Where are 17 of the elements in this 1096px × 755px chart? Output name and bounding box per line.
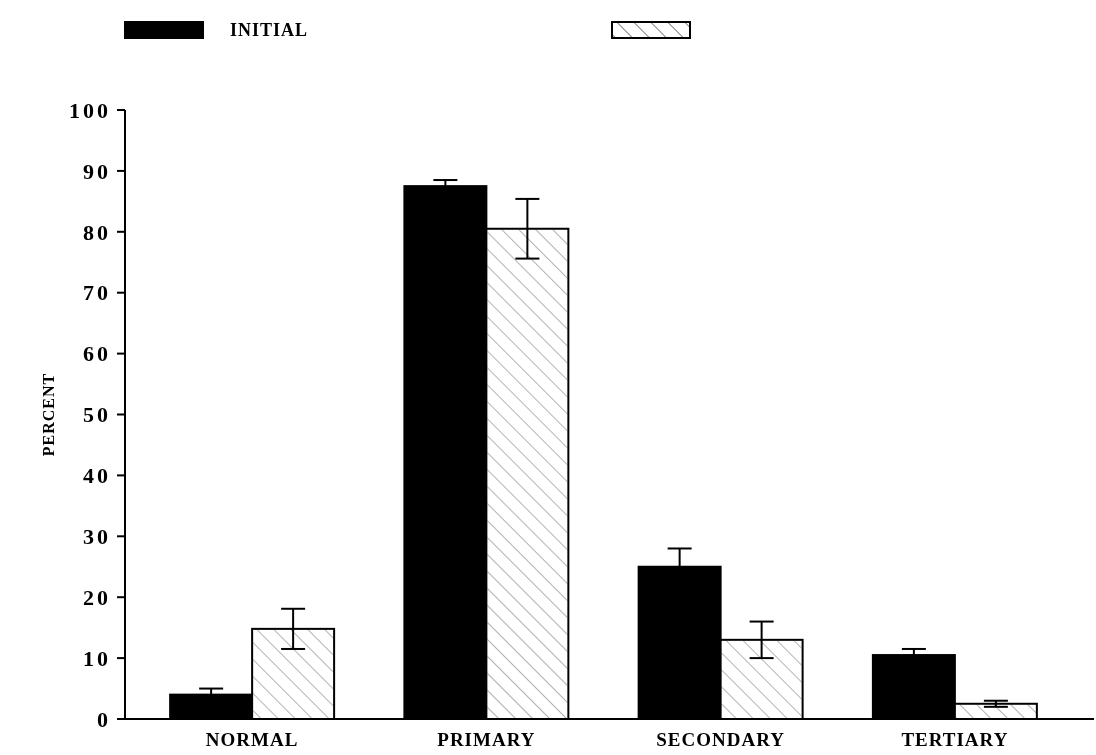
y-tick-label: 10 xyxy=(83,645,111,671)
y-axis-title: PERCENT xyxy=(40,372,57,457)
y-tick-label: 50 xyxy=(83,402,111,428)
x-tick-label: SECONDARY xyxy=(656,729,785,750)
x-tick-label: PRIMARY xyxy=(437,729,536,750)
y-tick-label: 60 xyxy=(83,341,111,367)
y-tick-label: 90 xyxy=(83,158,111,184)
y-tick-label: 30 xyxy=(83,524,111,549)
y-tick-label: 70 xyxy=(83,280,111,306)
x-tick-label: TERTIARY xyxy=(901,729,1009,750)
y-tick-label: 20 xyxy=(83,584,111,610)
legend-label: INITIAL xyxy=(230,20,309,40)
y-tick-label: 0 xyxy=(97,706,111,732)
y-tick-label: 100 xyxy=(69,97,111,123)
y-tick-label: 40 xyxy=(83,463,111,489)
x-tick-label: NORMAL xyxy=(205,729,299,750)
y-tick-label: 80 xyxy=(83,219,111,245)
